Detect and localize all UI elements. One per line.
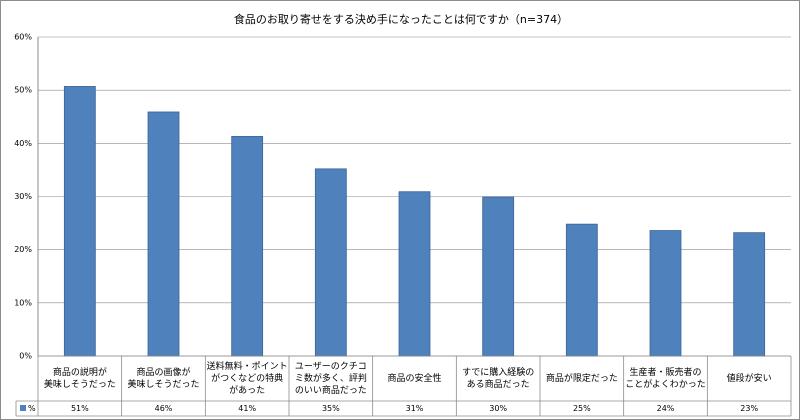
- y-tick-label: 0%: [19, 352, 32, 361]
- bar: [649, 230, 682, 357]
- category-cell: 商品が限定だった: [545, 373, 618, 384]
- bar: [398, 191, 431, 357]
- category-cell: 商品の画像が 美味しそうだった: [127, 367, 200, 390]
- y-tick-label: 50%: [14, 86, 32, 95]
- category-cell: ユーザーのクチコ ミ数が多く、評判 のいい商品だった: [294, 361, 367, 396]
- category-cell: 商品の安全性: [387, 373, 442, 384]
- value-label: 25%: [573, 404, 591, 413]
- bar: [482, 196, 515, 357]
- chart-title: 食品のお取り寄せをする決め手になったことは何ですか（n=374）: [234, 12, 568, 26]
- legend-swatch: [20, 405, 26, 411]
- value-label: 41%: [238, 404, 256, 413]
- legend-label: %: [28, 404, 36, 413]
- category-cell: 商品の説明が 美味しそうだった: [43, 367, 116, 390]
- value-label: 46%: [155, 404, 173, 413]
- category-cell: 送料無料・ポイント がつくなどの特典 があった: [206, 361, 288, 396]
- value-label: 35%: [322, 404, 340, 413]
- category-cell: すでに購入経験の ある商品だった: [462, 367, 535, 390]
- bar: [231, 136, 264, 357]
- value-label: 31%: [406, 404, 424, 413]
- bar: [147, 111, 180, 357]
- bar: [63, 86, 96, 357]
- value-label: 24%: [657, 404, 675, 413]
- y-tick-label: 40%: [14, 139, 32, 148]
- bar: [314, 168, 347, 357]
- category-cell: 値段が安い: [726, 373, 772, 384]
- y-tick-label: 30%: [14, 192, 32, 201]
- value-label: 51%: [71, 404, 89, 413]
- y-tick-label: 60%: [14, 33, 32, 42]
- category-cell: 生産者・販売者の ことがよくわかった: [625, 367, 706, 390]
- value-label: 30%: [489, 404, 507, 413]
- y-tick-label: 10%: [14, 298, 32, 307]
- y-tick-label: 20%: [14, 245, 32, 254]
- bar: [565, 223, 598, 357]
- bar: [733, 232, 766, 357]
- value-label: 23%: [740, 404, 758, 413]
